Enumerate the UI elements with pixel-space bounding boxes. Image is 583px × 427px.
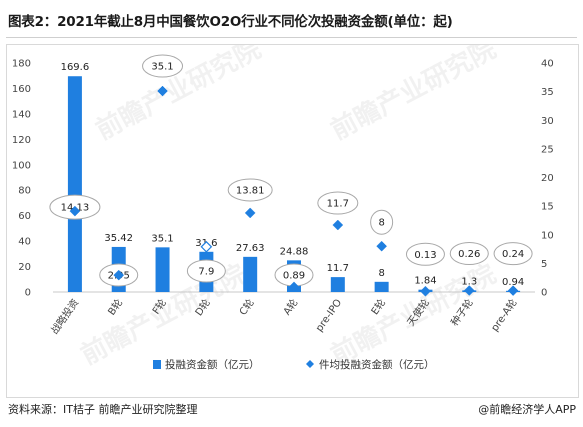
y-right-tick-label: 35 xyxy=(541,87,554,98)
point-2 xyxy=(157,85,168,97)
point-value-label: 0.13 xyxy=(414,250,436,261)
bar-7 xyxy=(374,281,389,292)
point-value-label: 7.9 xyxy=(198,267,214,278)
bar-value-label: 27.63 xyxy=(236,243,265,254)
y-left-tick-label: 140 xyxy=(12,109,31,120)
y-right-tick-label: 15 xyxy=(541,202,554,213)
point-label-bubble xyxy=(449,242,489,266)
point-label-bubble xyxy=(142,54,184,78)
legend-bar-swatch xyxy=(153,360,161,369)
footer: 资料来源：IT桔子 前瞻产业研究院整理 @前瞻经济学人APP xyxy=(8,401,576,419)
bar-value-label: 169.6 xyxy=(61,62,90,73)
y-left-tick-label: 100 xyxy=(12,160,31,171)
bar-4 xyxy=(243,256,258,292)
point-6 xyxy=(332,219,344,231)
point-value-label: 11.7 xyxy=(327,199,349,210)
brand-credit: @前瞻经济学人APP xyxy=(478,403,576,416)
y-left-tick-label: 60 xyxy=(18,211,31,222)
y-right-tick-label: 0 xyxy=(541,288,547,299)
point-label-bubble xyxy=(405,242,445,266)
bar-value-label: 1.84 xyxy=(414,276,436,287)
bar-2 xyxy=(155,247,170,292)
point-label-bubble xyxy=(493,242,533,266)
point-label-bubble xyxy=(227,178,273,202)
chart-container: 前瞻产业研究院 前瞻产业研究院 前瞻产业研究院 前瞻产业研究院 0 20 40 60 80 10… xyxy=(6,44,579,398)
point-9 xyxy=(463,285,475,296)
point-7 xyxy=(376,240,387,252)
point-0 xyxy=(69,205,81,217)
source-note: 资料来源：IT桔子 前瞻产业研究院整理 xyxy=(8,403,198,416)
point-value-label: 0.26 xyxy=(458,249,480,260)
bar-value-label: 35.42 xyxy=(104,233,133,244)
chart-title: 图表2：2021年截止8月中国餐饮O2O行业不同伦次投融资金额(单位：起) xyxy=(8,14,453,30)
y-right-tick-label: 25 xyxy=(541,144,554,155)
x-tick-label: A轮 xyxy=(280,296,300,317)
y-axis-left: 0 20 40 60 80 100 120 140 160 180 xyxy=(12,59,535,299)
point-4 xyxy=(244,207,256,219)
x-tick-label: pre-IPO xyxy=(314,297,344,334)
point-8 xyxy=(420,285,431,297)
bar-value-label: 24.88 xyxy=(280,246,309,257)
y-right-tick-label: 5 xyxy=(541,259,547,270)
bar-value-label: 35.1 xyxy=(151,233,173,244)
y-left-tick-label: 0 xyxy=(25,288,31,299)
bar-value-label: 11.7 xyxy=(327,263,349,274)
chart-legend: 投融资金额（亿元） 件均投融资金额（亿元） xyxy=(153,358,435,371)
y-axis-right: 0 5 10 15 20 25 30 35 40 xyxy=(541,59,554,299)
point-value-label: 0.89 xyxy=(283,271,305,282)
title-divider xyxy=(6,37,577,38)
watermark-text: 前瞻产业研究院 xyxy=(326,45,501,146)
point-3 xyxy=(200,240,213,253)
legend-bar-label: 投融资金额（亿元） xyxy=(165,358,260,371)
x-tick-label: B轮 xyxy=(105,296,125,317)
legend-point-label: 件均投融资金额（亿元） xyxy=(319,358,435,371)
x-tick-label: C轮 xyxy=(236,296,256,317)
y-right-tick-label: 30 xyxy=(541,116,554,127)
point-10 xyxy=(507,285,519,296)
y-right-tick-label: 40 xyxy=(541,59,554,70)
legend-point-swatch xyxy=(306,360,314,368)
y-right-tick-label: 10 xyxy=(541,230,554,241)
point-label-bubble xyxy=(186,259,226,283)
scatter-series xyxy=(69,85,519,297)
y-left-tick-label: 180 xyxy=(12,59,31,70)
y-left-tick-label: 120 xyxy=(12,135,31,146)
point-value-label: 13.81 xyxy=(236,185,265,196)
y-left-tick-label: 20 xyxy=(18,262,31,273)
point-label-bubble xyxy=(317,191,359,215)
y-left-tick-label: 80 xyxy=(18,186,31,197)
point-1 xyxy=(113,269,125,281)
y-right-tick-label: 20 xyxy=(541,173,554,184)
bar-0 xyxy=(67,76,82,292)
bar-6 xyxy=(330,277,345,292)
point-5 xyxy=(288,281,300,293)
point-value-label: 8 xyxy=(378,218,384,229)
point-value-label: 0.24 xyxy=(502,249,524,260)
x-tick-label: 战略投资 xyxy=(48,296,82,336)
x-tick-label: pre-A轮 xyxy=(488,296,520,333)
bar-value-label: 0.94 xyxy=(502,277,524,288)
y-left-tick-label: 160 xyxy=(12,84,31,95)
bar-value-label: 1.3 xyxy=(461,276,477,287)
point-label-bubble xyxy=(370,209,394,235)
point-value-label: 35.1 xyxy=(151,62,173,73)
y-left-tick-label: 40 xyxy=(18,237,31,248)
bar-value-label: 8 xyxy=(378,268,384,279)
